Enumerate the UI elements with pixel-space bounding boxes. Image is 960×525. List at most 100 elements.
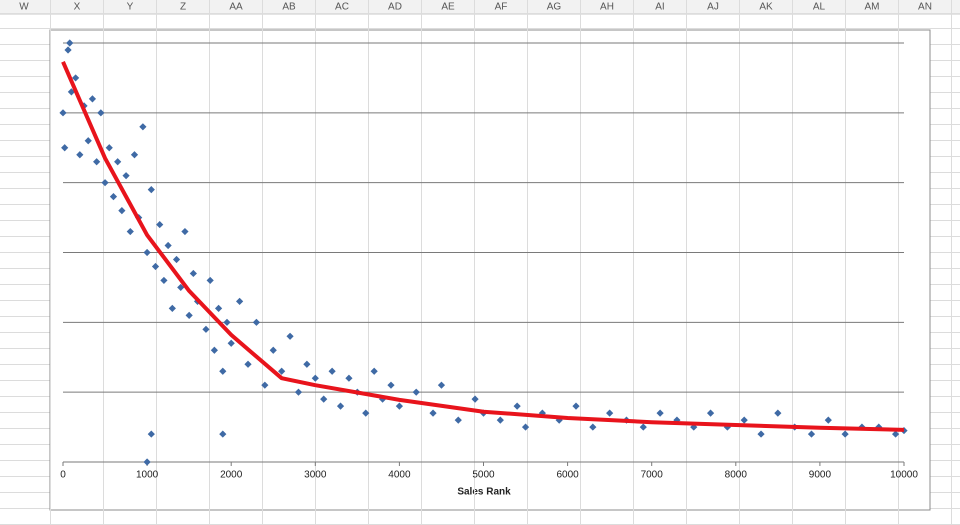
- data-point: [151, 262, 160, 271]
- data-point: [114, 158, 122, 166]
- data-point: [72, 74, 80, 82]
- x-tick-label: 2000: [220, 470, 243, 481]
- data-point: [214, 304, 223, 312]
- data-point: [189, 269, 197, 278]
- data-point: [206, 276, 214, 285]
- data-point: [143, 248, 151, 257]
- data-point: [160, 276, 168, 285]
- data-point: [303, 360, 311, 368]
- data-point: [639, 423, 647, 431]
- data-point: [673, 416, 681, 424]
- data-point: [185, 311, 193, 319]
- column-header-bar: [0, 0, 960, 14]
- data-point: [126, 227, 134, 236]
- data-point: [139, 123, 147, 131]
- data-point: [387, 381, 395, 389]
- column-header: AK: [759, 2, 773, 13]
- data-point: [244, 360, 252, 368]
- column-header: AJ: [707, 2, 719, 13]
- data-point: [101, 179, 109, 187]
- data-point: [572, 402, 580, 410]
- data-point: [378, 395, 387, 403]
- data-point: [311, 374, 319, 382]
- x-tick-label: 8000: [725, 470, 748, 481]
- data-point: [156, 220, 164, 229]
- data-point: [328, 367, 336, 375]
- data-point: [84, 137, 92, 145]
- data-point: [757, 430, 765, 438]
- x-tick-label: 6000: [556, 470, 579, 481]
- data-point: [513, 402, 521, 410]
- data-point: [807, 430, 816, 438]
- x-tick-label: 7000: [641, 470, 664, 481]
- data-point: [210, 346, 218, 354]
- x-axis-title: Sales Rank: [457, 487, 511, 498]
- data-point: [88, 95, 97, 103]
- data-point: [589, 423, 597, 431]
- data-point: [164, 241, 172, 250]
- column-header: AE: [441, 2, 455, 13]
- data-point: [706, 409, 715, 417]
- data-point: [891, 430, 900, 438]
- x-tick-label: 1000: [136, 470, 159, 481]
- column-header: AD: [388, 2, 402, 13]
- data-point: [97, 109, 105, 117]
- data-point: [168, 304, 176, 312]
- chart-area: [49, 29, 931, 511]
- x-tick-label: 9000: [809, 470, 832, 481]
- data-point: [740, 416, 748, 424]
- data-point: [61, 144, 69, 152]
- data-point: [122, 172, 130, 180]
- column-header: AN: [918, 2, 932, 13]
- data-point: [147, 430, 155, 438]
- data-point: [172, 255, 181, 264]
- data-point: [93, 158, 101, 166]
- x-tick-label: 4000: [388, 470, 411, 481]
- data-point: [286, 332, 294, 340]
- data-point: [76, 151, 84, 159]
- data-point: [59, 109, 67, 117]
- data-point: [824, 416, 832, 424]
- data-point: [345, 374, 353, 382]
- data-point: [320, 395, 328, 403]
- data-point: [454, 416, 462, 424]
- column-header: AF: [495, 2, 508, 13]
- data-point: [496, 416, 504, 424]
- data-point: [147, 186, 155, 194]
- data-point: [181, 227, 189, 236]
- data-point: [555, 416, 563, 424]
- x-tick-label: 10000: [890, 470, 918, 481]
- data-point: [774, 409, 782, 417]
- x-tick-label: 5000: [472, 470, 495, 481]
- data-point: [236, 297, 244, 305]
- data-point: [471, 395, 479, 403]
- data-point: [521, 423, 530, 431]
- column-header: AC: [335, 2, 349, 13]
- column-header: X: [74, 2, 81, 13]
- data-point: [223, 318, 231, 326]
- column-header: AA: [229, 2, 243, 13]
- data-point: [437, 381, 446, 389]
- data-point: [900, 426, 908, 435]
- data-point: [227, 339, 235, 347]
- data-point: [395, 402, 403, 410]
- data-point: [118, 207, 126, 215]
- data-point: [143, 458, 151, 466]
- data-point: [690, 423, 698, 431]
- column-header: Z: [180, 2, 186, 13]
- data-point: [656, 409, 664, 417]
- data-point: [177, 283, 185, 292]
- x-tick-label: 0: [60, 470, 66, 481]
- data-point: [269, 346, 277, 354]
- data-point: [219, 367, 227, 375]
- data-point: [841, 430, 849, 438]
- data-point: [66, 39, 74, 47]
- data-point: [105, 144, 113, 152]
- data-point: [429, 409, 437, 417]
- data-point: [202, 325, 210, 333]
- data-point: [64, 46, 72, 54]
- data-point: [362, 409, 370, 417]
- column-header: W: [19, 2, 29, 13]
- data-point: [294, 388, 303, 396]
